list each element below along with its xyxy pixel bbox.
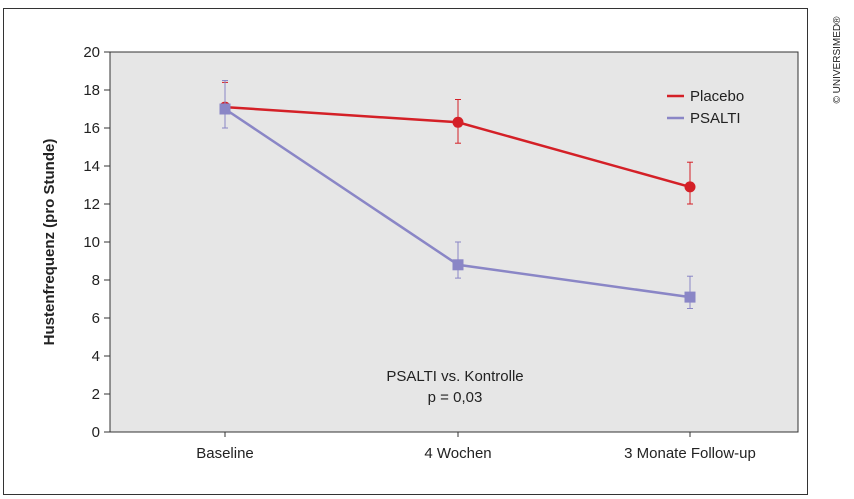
series-layer: [219, 80, 696, 309]
data-point: [219, 103, 231, 115]
x-tick-label: Baseline: [196, 445, 254, 462]
y-axis-label: Hustenfrequenz (pro Stunde): [41, 139, 58, 346]
copyright-text: © UNIVERSIMED®: [832, 16, 843, 104]
data-point: [452, 116, 464, 128]
y-axis: 0 2 4 6 8 10 12 14 16 18 20: [83, 44, 110, 441]
y-tick-label: 4: [92, 348, 100, 365]
y-tick-label: 2: [92, 386, 100, 403]
series-psalti: [219, 80, 696, 309]
legend-label: PSALTI: [690, 110, 741, 127]
x-tick-label: 4 Wochen: [424, 445, 491, 462]
x-axis: Baseline 4 Wochen 3 Monate Follow-up: [196, 432, 756, 462]
legend-label: Placebo: [690, 88, 744, 105]
chart-frame: [3, 8, 808, 495]
y-tick-label: 12: [83, 196, 100, 213]
y-tick-label: 16: [83, 120, 100, 137]
y-tick-label: 18: [83, 82, 100, 99]
y-tick-label: 20: [83, 44, 100, 61]
x-tick-label: 3 Monate Follow-up: [624, 445, 756, 462]
legend: Placebo PSALTI: [667, 88, 744, 127]
y-tick-label: 8: [92, 272, 100, 289]
y-tick-label: 10: [83, 234, 100, 251]
y-tick-label: 6: [92, 310, 100, 327]
annotation-comparison: PSALTI vs. Kontrolle: [386, 368, 523, 385]
annotation-p-value: p = 0,03: [428, 389, 483, 406]
data-point: [684, 291, 696, 303]
y-tick-label: 0: [92, 424, 100, 441]
y-tick-label: 14: [83, 158, 100, 175]
data-point: [452, 259, 464, 271]
data-point: [684, 181, 696, 193]
